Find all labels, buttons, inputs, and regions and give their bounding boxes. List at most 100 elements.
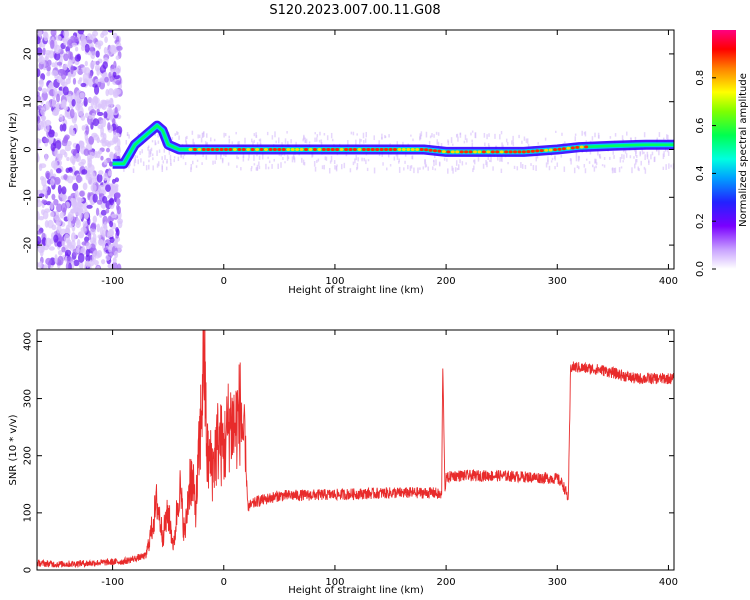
- noise-blob: [78, 161, 85, 167]
- haze-mark: [287, 156, 290, 160]
- noise-blob: [66, 175, 74, 184]
- noise-blob: [96, 111, 104, 117]
- noise-blob: [114, 250, 119, 259]
- haze-mark: [398, 166, 401, 173]
- haze-mark: [148, 155, 150, 158]
- noise-blob: [108, 140, 115, 146]
- haze-mark: [638, 168, 640, 172]
- noise-blob: [70, 64, 74, 75]
- track-peak-mark: [459, 150, 464, 154]
- haze-mark: [437, 132, 440, 136]
- haze-mark: [177, 156, 180, 162]
- haze-mark: [507, 161, 509, 165]
- noise-blob: [37, 224, 41, 230]
- haze-mark: [639, 151, 642, 155]
- noise-blob: [49, 211, 55, 217]
- haze-mark: [619, 157, 622, 163]
- haze-mark: [484, 142, 486, 146]
- track-peak-mark: [477, 150, 482, 154]
- noise-blob: [103, 172, 108, 181]
- haze-mark: [500, 130, 503, 135]
- track-peak-mark: [339, 148, 344, 151]
- track-peak-mark: [219, 148, 224, 151]
- haze-mark: [149, 149, 152, 155]
- noise-blob: [59, 211, 65, 219]
- snr-y-tick-label: 100: [23, 503, 34, 522]
- noise-blob: [61, 246, 66, 253]
- haze-mark: [202, 152, 204, 158]
- haze-mark: [156, 163, 159, 168]
- spectrogram-x-tick-label: 400: [659, 276, 678, 287]
- noise-blob: [95, 207, 100, 217]
- haze-mark: [142, 161, 145, 166]
- haze-mark: [623, 154, 625, 160]
- noise-blob: [72, 202, 78, 208]
- track-peak-mark: [312, 148, 317, 151]
- haze-mark: [516, 166, 519, 171]
- haze-mark: [336, 164, 338, 167]
- noise-blob: [100, 209, 107, 216]
- haze-mark: [165, 166, 168, 171]
- haze-mark: [499, 134, 501, 140]
- noise-blob: [105, 208, 110, 214]
- noise-blob: [100, 99, 107, 105]
- haze-mark: [466, 138, 468, 143]
- spectrogram-x-tick-label: -100: [101, 276, 124, 287]
- haze-mark: [626, 131, 628, 136]
- haze-mark: [455, 160, 458, 166]
- noise-blob: [97, 124, 104, 129]
- noise-blob: [55, 139, 62, 150]
- haze-mark: [452, 167, 454, 174]
- haze-mark: [438, 161, 441, 166]
- haze-mark: [598, 135, 600, 139]
- haze-mark: [570, 158, 572, 165]
- track-peak-mark: [428, 148, 433, 152]
- haze-mark: [258, 155, 261, 160]
- haze-mark: [381, 152, 383, 157]
- track-peak-mark: [437, 149, 442, 153]
- haze-mark: [432, 159, 435, 163]
- track-peak-mark: [468, 150, 473, 154]
- noise-blob: [115, 45, 123, 51]
- haze-mark: [134, 159, 137, 163]
- haze-mark: [365, 159, 367, 165]
- haze-mark: [287, 141, 289, 147]
- haze-mark: [637, 166, 639, 171]
- haze-mark: [206, 133, 208, 138]
- snr-x-tick-label: 400: [659, 577, 678, 588]
- noise-blob: [93, 177, 97, 185]
- track-peak-mark: [299, 148, 304, 151]
- haze-mark: [157, 161, 160, 167]
- noise-blob: [93, 150, 98, 159]
- noise-blob: [109, 204, 115, 210]
- noise-blob: [107, 263, 114, 269]
- haze-mark: [366, 167, 369, 172]
- haze-mark: [323, 133, 326, 136]
- snr-y-tick-label: 200: [23, 446, 34, 465]
- haze-mark: [601, 164, 604, 167]
- track-peak-mark: [295, 148, 300, 151]
- haze-mark: [643, 151, 645, 154]
- haze-mark: [428, 140, 431, 147]
- haze-mark: [551, 157, 554, 161]
- haze-mark: [157, 140, 160, 144]
- noise-blob: [92, 215, 97, 224]
- haze-mark: [668, 163, 670, 169]
- track-peak-mark: [290, 148, 295, 151]
- track-peak-mark: [557, 147, 562, 151]
- noise-blob: [96, 136, 100, 144]
- haze-mark: [532, 165, 535, 171]
- noise-blob: [65, 262, 70, 269]
- noise-blob: [54, 176, 61, 185]
- haze-mark: [302, 138, 304, 142]
- track-peak-mark: [530, 149, 535, 153]
- noise-blob: [116, 125, 123, 135]
- haze-mark: [290, 139, 292, 144]
- snr-frame: [36, 329, 675, 571]
- haze-mark: [192, 138, 194, 145]
- track-peak-mark: [526, 150, 531, 154]
- haze-mark: [486, 161, 488, 168]
- noise-blob: [65, 224, 70, 235]
- haze-mark: [662, 137, 665, 140]
- haze-mark: [667, 134, 669, 141]
